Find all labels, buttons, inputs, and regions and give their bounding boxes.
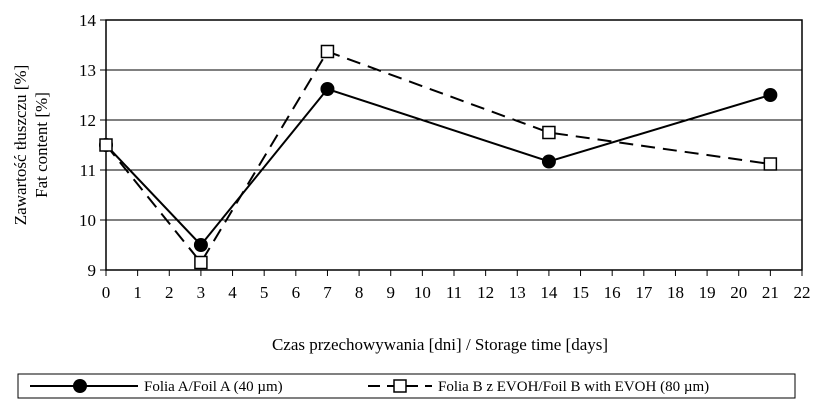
x-tick-label: 4 (228, 283, 237, 302)
y-tick-label: 14 (79, 11, 97, 30)
y-tick-label: 12 (79, 111, 96, 130)
data-point-foil-b (763, 157, 778, 171)
data-point-foil-a (320, 82, 335, 96)
x-tick-label: 15 (572, 283, 589, 302)
data-point-foil-a (541, 154, 556, 169)
x-axis-ticks: 0 1 2 3 4 5 6 7 8 9 10 11 12 13 14 15 16 17 18 19 20 21 22 (102, 270, 811, 302)
x-tick-label: 21 (762, 283, 779, 302)
y-axis-ticks: 9 10 11 12 13 14 (79, 11, 106, 280)
data-point-foil-b (542, 125, 556, 140)
x-tick-label: 19 (699, 283, 716, 302)
y-tick-label: 11 (80, 161, 96, 180)
legend: Folia A/Foil A (40 µm) Folia B z EVOH/Fo… (17, 373, 796, 399)
y-tick-label: 10 (79, 211, 96, 230)
y-tick-label: 9 (88, 261, 97, 280)
x-tick-label: 10 (414, 283, 431, 302)
legend-marker-foil-b (393, 379, 407, 393)
x-tick-label: 9 (386, 283, 395, 302)
x-tick-label: 0 (102, 283, 111, 302)
x-tick-label: 8 (355, 283, 364, 302)
x-tick-label: 5 (260, 283, 269, 302)
x-tick-label: 7 (323, 283, 332, 302)
legend-label-foil-b: Folia B z EVOH/Foil B with EVOH (80 µm) (438, 379, 709, 395)
x-tick-label: 22 (794, 283, 811, 302)
x-axis-label: Czas przechowywania [dni] / Storage time… (272, 335, 608, 354)
legend-label-foil-a: Folia A/Foil A (40 µm) (144, 379, 283, 395)
legend-marker-foil-a (73, 379, 87, 393)
data-point-foil-b (320, 44, 335, 59)
y-axis-label-line2: Fat content [%] (32, 92, 51, 198)
x-tick-label: 11 (446, 283, 462, 302)
x-tick-label: 16 (604, 283, 621, 302)
x-tick-label: 17 (635, 283, 653, 302)
data-point-foil-b (194, 255, 208, 270)
x-tick-label: 18 (667, 283, 684, 302)
x-tick-label: 12 (477, 283, 494, 302)
x-tick-label: 20 (730, 283, 747, 302)
plot-area (105, 19, 803, 271)
data-point-foil-a (193, 238, 208, 252)
x-tick-label: 1 (133, 283, 142, 302)
x-tick-label: 2 (165, 283, 174, 302)
x-tick-label: 3 (197, 283, 206, 302)
y-tick-label: 13 (79, 61, 96, 80)
x-tick-label: 6 (292, 283, 301, 302)
x-tick-label: 13 (509, 283, 526, 302)
x-tick-label: 14 (540, 283, 558, 302)
y-axis-label-line1: Zawartość tłuszczu [%] (11, 65, 30, 225)
data-point-foil-b (99, 138, 113, 152)
data-point-foil-a (763, 88, 778, 102)
series-group (99, 44, 778, 270)
